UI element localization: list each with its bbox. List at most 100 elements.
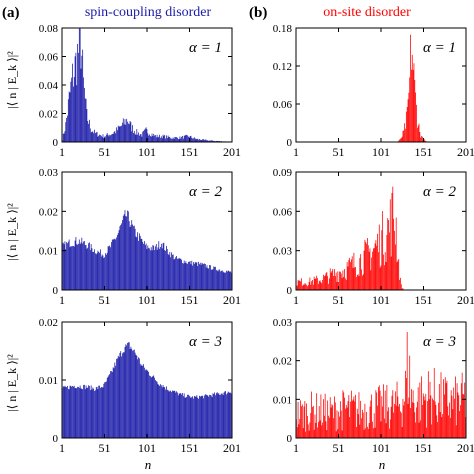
bar [139, 235, 141, 290]
bar [144, 129, 145, 142]
bar [103, 383, 105, 438]
bar [200, 396, 202, 438]
bar [447, 406, 449, 438]
bar [175, 137, 177, 142]
bar [145, 127, 147, 142]
bar [128, 221, 130, 290]
bar [164, 134, 166, 142]
bar [67, 385, 68, 438]
bar [140, 133, 142, 142]
bar [455, 376, 456, 438]
bar [354, 267, 356, 290]
bar [137, 232, 139, 290]
bar [375, 390, 377, 438]
x-tick-label: 1 [293, 441, 299, 455]
bar [350, 259, 352, 290]
bar [144, 367, 145, 438]
bar [193, 395, 195, 438]
bar [389, 232, 390, 290]
bar [394, 403, 395, 438]
bar [371, 394, 373, 438]
bar [375, 240, 377, 290]
bar [191, 397, 193, 438]
bar [339, 271, 341, 290]
bar [182, 393, 183, 438]
bar [208, 268, 210, 290]
bar [189, 396, 191, 438]
bar [383, 254, 384, 290]
bar [211, 140, 213, 142]
bar [369, 248, 371, 290]
bar [423, 396, 425, 438]
bar [99, 134, 100, 142]
bar [177, 392, 178, 438]
bar [106, 133, 108, 142]
bar [400, 284, 402, 290]
bar [186, 134, 188, 142]
x-tick-label: 101 [372, 145, 390, 159]
bar [133, 226, 134, 290]
bar [73, 385, 75, 438]
bar [328, 278, 330, 290]
bar [318, 406, 320, 438]
bar [214, 266, 215, 290]
bar [81, 55, 83, 142]
bar [157, 137, 159, 142]
x-tick-label: 101 [372, 441, 390, 455]
bar [210, 140, 212, 142]
bar [360, 400, 362, 438]
bar [341, 278, 343, 290]
bar [82, 389, 84, 438]
bar [345, 280, 347, 290]
bar [121, 125, 122, 142]
bar [442, 413, 444, 438]
bar [74, 240, 76, 290]
bar [322, 422, 323, 438]
bar [154, 135, 155, 142]
bar [76, 388, 78, 438]
bar [87, 387, 89, 438]
bar [296, 285, 298, 290]
bar [400, 412, 402, 438]
bar [385, 423, 387, 438]
bar [147, 370, 149, 438]
bar [220, 271, 221, 290]
bar [206, 265, 208, 290]
bar [78, 28, 80, 142]
bar [204, 263, 205, 290]
bar [215, 395, 216, 438]
bar [159, 385, 161, 438]
bar [79, 28, 81, 142]
bar [356, 408, 358, 438]
bar [401, 427, 403, 438]
bar [392, 390, 394, 438]
bar [89, 385, 90, 438]
bar [93, 251, 95, 290]
bar [406, 332, 408, 438]
bar [339, 271, 340, 290]
bar [364, 403, 366, 438]
bar [108, 375, 110, 438]
bar [309, 277, 311, 290]
bar [304, 283, 306, 290]
x-tick-label: 1 [59, 293, 65, 307]
bar [381, 230, 383, 290]
x-tick-label: 51 [99, 145, 111, 159]
bar [71, 246, 73, 290]
bar [359, 258, 361, 290]
bar [105, 254, 107, 290]
bar [424, 140, 426, 142]
bar [129, 120, 131, 142]
bar [159, 134, 161, 142]
bar [101, 387, 103, 438]
bar [203, 139, 204, 142]
bar [83, 241, 85, 290]
bar [412, 69, 414, 142]
bar [367, 238, 368, 290]
bar [95, 254, 97, 290]
bar [148, 371, 150, 438]
bar [112, 239, 114, 290]
bar [142, 241, 144, 290]
bar [73, 86, 74, 142]
bar [135, 354, 137, 438]
